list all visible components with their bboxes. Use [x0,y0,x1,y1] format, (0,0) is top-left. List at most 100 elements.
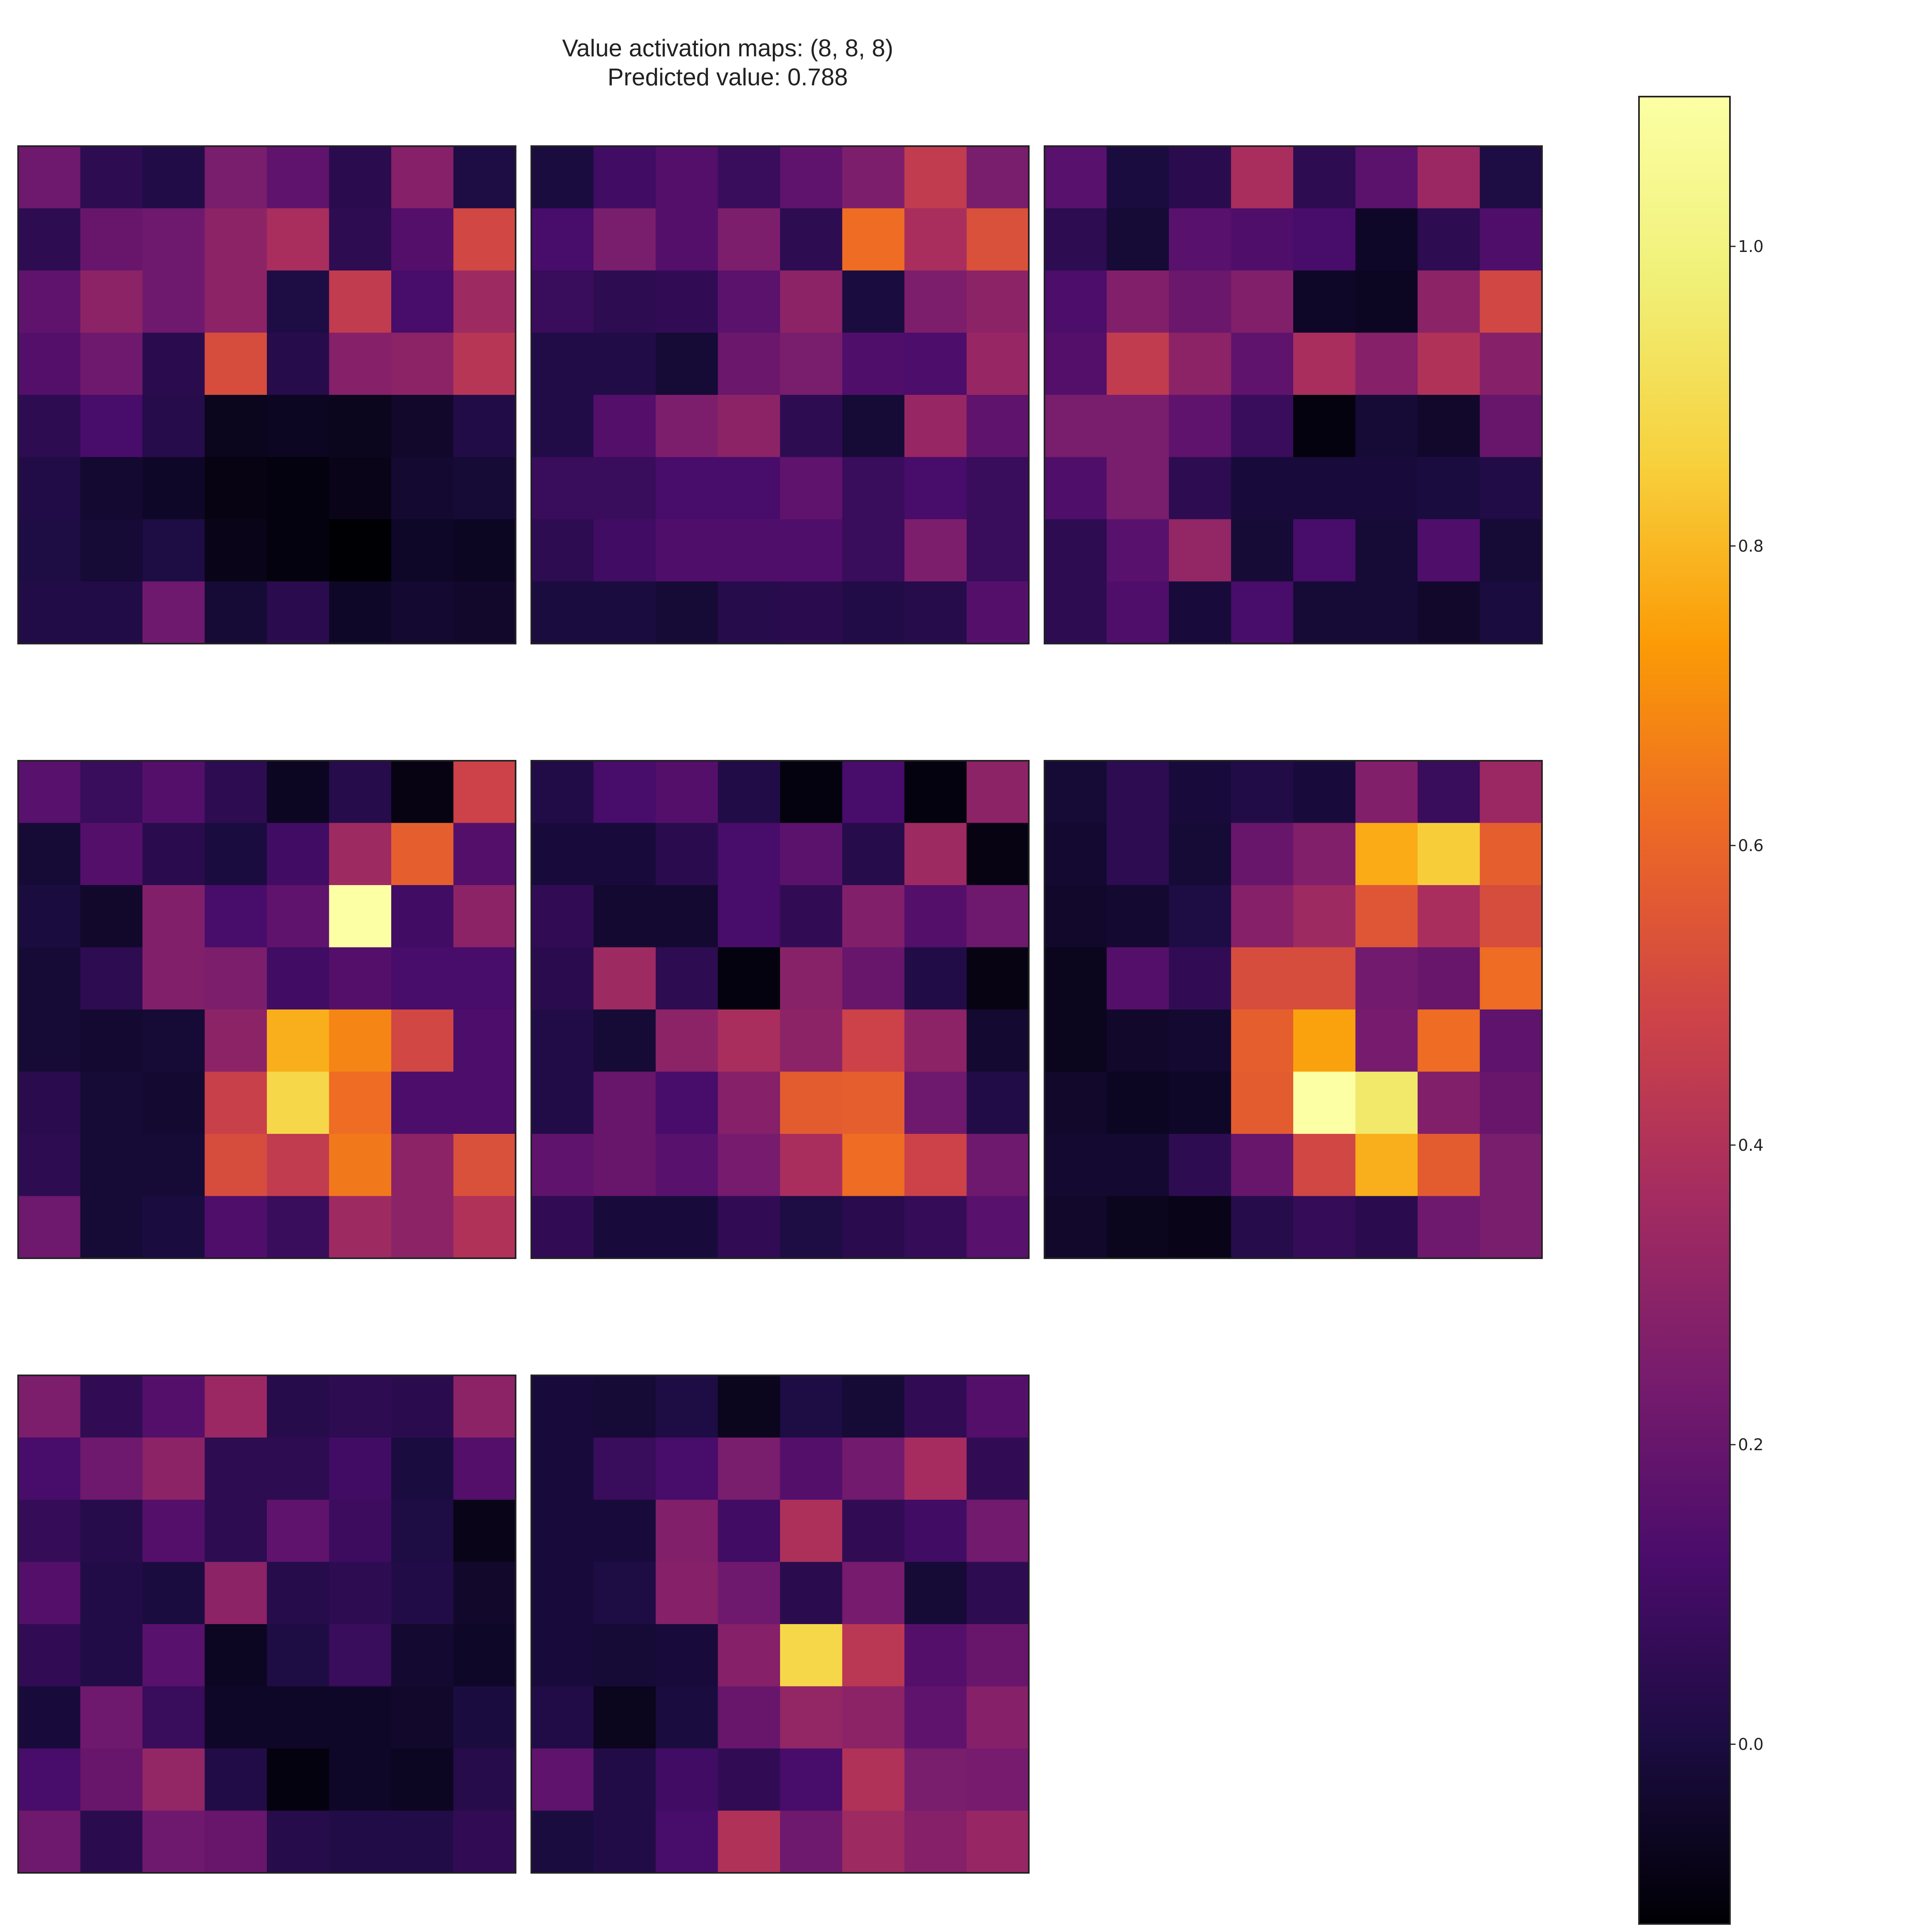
heatmap-cell [1044,1071,1107,1134]
heatmap-cell [18,1196,81,1259]
heatmap-cell [1044,1196,1107,1259]
heatmap-cell [842,1134,905,1197]
heatmap-cell [656,332,718,395]
heatmap-cell [593,1810,656,1873]
heatmap-cell [329,823,392,886]
heatmap-cell [1480,208,1542,271]
heatmap-cell [80,947,143,1010]
heatmap-cell [656,1196,718,1259]
heatmap-cell [80,146,143,209]
heatmap-cell [1355,1196,1418,1259]
heatmap-cell [1355,1009,1418,1072]
heatmap-cell [267,1810,330,1873]
heatmap-cell [453,457,516,520]
heatmap-cell [391,1009,454,1072]
heatmap-cell [391,1196,454,1259]
heatmap-cell [842,1748,905,1811]
heatmap-cell [904,1134,967,1197]
colorbar-tick-label: 0.2 [1738,1436,1764,1454]
heatmap-cell [718,1748,780,1811]
heatmap-cell [593,332,656,395]
heatmap-cell [656,581,718,644]
heatmap-cell [80,1009,143,1072]
heatmap-cell [904,270,967,333]
panel-frame [530,1375,1030,1874]
heatmap-cell [80,823,143,886]
heatmap-cell [453,519,516,582]
heatmap-cell [1418,270,1480,333]
heatmap-cell [1293,332,1356,395]
heatmap-cell [18,1500,81,1563]
heatmap-cell [531,1009,594,1072]
heatmap-cell [966,1500,1029,1563]
heatmap-cell [1418,761,1480,824]
heatmap-cell [1106,1071,1169,1134]
heatmap-cell [142,1748,205,1811]
heatmap-cell [1044,885,1107,948]
heatmap-cell [1293,457,1356,520]
heatmap-cell [1355,395,1418,458]
heatmap-cell [1355,581,1418,644]
heatmap-cell [904,1748,967,1811]
heatmap-cell [329,395,392,458]
heatmap-cell [142,1624,205,1687]
heatmap-panel-8 [530,1375,1030,1874]
heatmap-cell [531,519,594,582]
heatmap-cell [453,885,516,948]
heatmap-cell [1293,519,1356,582]
heatmap-cell [718,1134,780,1197]
heatmap-cell [1293,947,1356,1010]
heatmap-cell [18,1562,81,1624]
heatmap-cell [1169,457,1232,520]
heatmap-cell [1106,332,1169,395]
heatmap-cell [204,332,267,395]
heatmap-cell [593,1196,656,1259]
heatmap-cell [966,208,1029,271]
heatmap-cell [531,457,594,520]
heatmap-cell [391,270,454,333]
heatmap-cell [966,885,1029,948]
heatmap-cell [656,1500,718,1563]
heatmap-cell [780,1009,843,1072]
heatmap-cell [329,1562,392,1624]
heatmap-cell [842,208,905,271]
heatmap-cell [593,1071,656,1134]
heatmap-panels [17,145,1543,1874]
heatmap-cell [1106,395,1169,458]
colorbar-gradient [1638,96,1731,1925]
heatmap-cell [656,885,718,948]
heatmap-cell [842,1196,905,1259]
heatmap-cell [391,1686,454,1749]
heatmap-cell [1355,332,1418,395]
heatmap-cell [780,761,843,824]
heatmap-cell [204,1375,267,1438]
heatmap-cell [142,1810,205,1873]
heatmap-cell [204,1196,267,1259]
heatmap-cell [780,208,843,271]
heatmap-cell [453,332,516,395]
heatmap-cell [142,1562,205,1624]
heatmap-cell [842,519,905,582]
heatmap-cell [1355,1134,1418,1197]
heatmap-cell [842,270,905,333]
heatmap-cell [904,1686,967,1749]
heatmap-cell [329,1748,392,1811]
heatmap-cell [1355,823,1418,886]
heatmap-cell [966,823,1029,886]
heatmap-cell [904,581,967,644]
heatmap-cell [204,1134,267,1197]
heatmap-cell [1044,761,1107,824]
heatmap-cell [391,1748,454,1811]
heatmap-cell [1293,1071,1356,1134]
heatmap-cell [329,947,392,1010]
heatmap-cell [1231,823,1294,886]
heatmap-cell [329,1375,392,1438]
heatmap-cell [966,332,1029,395]
heatmap-cell [453,1375,516,1438]
heatmap-cell [18,947,81,1010]
heatmap-cell [718,395,780,458]
heatmap-cell [329,1196,392,1259]
heatmap-cell [453,1810,516,1873]
heatmap-cell [329,1134,392,1197]
heatmap-cell [904,947,967,1010]
